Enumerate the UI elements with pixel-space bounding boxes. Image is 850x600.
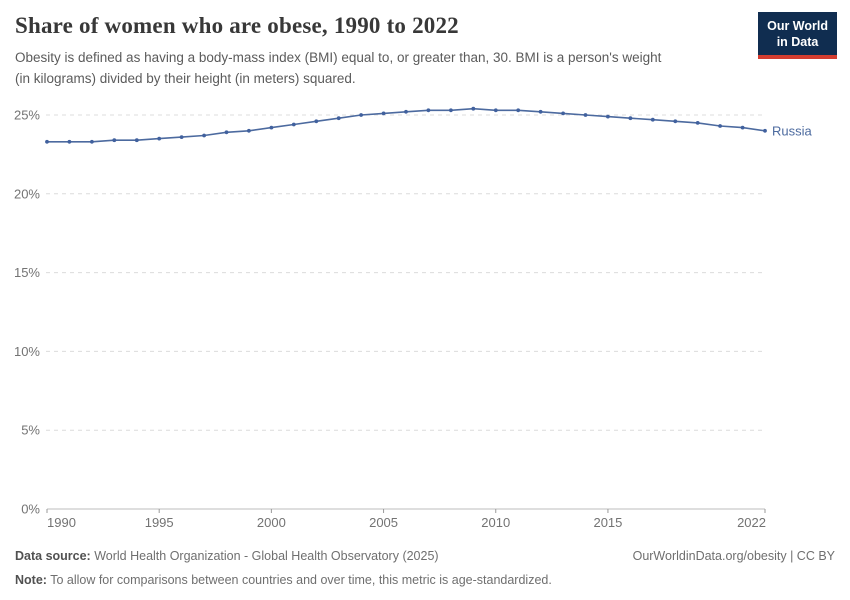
data-point	[247, 128, 251, 133]
owid-logo-line-1: Our World	[767, 19, 828, 33]
y-axis-label: 25%	[14, 108, 40, 123]
data-source-text: World Health Organization - Global Healt…	[90, 549, 439, 563]
note-label: Note:	[15, 572, 47, 587]
x-axis-label: 2000	[257, 515, 286, 530]
chart-header: Share of women who are obese, 1990 to 20…	[15, 10, 837, 90]
x-axis-label: 1990	[47, 515, 76, 530]
data-point	[134, 138, 139, 143]
data-point	[695, 121, 700, 125]
data-point	[606, 114, 610, 119]
data-point	[718, 124, 722, 128]
data-point	[157, 136, 162, 141]
data-point	[67, 139, 72, 144]
data-point	[336, 116, 341, 121]
y-axis-label: 5%	[21, 423, 40, 438]
data-source-label: Data source:	[15, 549, 91, 563]
y-axis-label: 0%	[21, 502, 40, 517]
data-point	[673, 119, 678, 124]
data-point	[291, 122, 296, 127]
owid-logo-line-2: in Data	[776, 34, 819, 49]
data-point	[740, 125, 745, 130]
data-point	[179, 135, 184, 140]
data-point	[628, 116, 633, 121]
rights-link[interactable]: OurWorldinData.org/obesity | CC BY	[632, 549, 835, 563]
data-point	[112, 138, 117, 143]
data-point	[381, 111, 386, 116]
subtitle-line-2: (in kilograms) divided by their height (…	[15, 70, 356, 86]
data-point	[202, 133, 207, 138]
x-axis-label: 1995	[145, 515, 174, 530]
chart-subtitle: Obesity is defined as having a body-mass…	[15, 48, 661, 90]
data-point	[493, 108, 498, 113]
note-text: To allow for comparisons between countri…	[46, 572, 552, 587]
data-point	[516, 108, 521, 113]
chart-footer: Data source: World Health Organization -…	[15, 548, 835, 589]
x-axis-label: 2015	[593, 515, 622, 530]
line-chart: 0% 5% 10% 15% 20% 25% 1990 1995 2000 2005 2010 2015…	[14, 106, 813, 530]
x-axis-label: 2010	[481, 515, 510, 530]
title-block: Share of women who are obese, 1990 to 20…	[15, 10, 661, 90]
x-axis-label: 2005	[369, 515, 398, 530]
y-axis-label: 15%	[14, 265, 40, 280]
data-point	[45, 139, 49, 144]
data-point	[314, 119, 319, 124]
data-point	[650, 117, 655, 122]
data-point	[269, 125, 274, 130]
data-point	[449, 108, 453, 113]
owid-logo[interactable]: Our World in Data	[758, 12, 837, 60]
page-title: Share of women who are obese, 1990 to 20…	[15, 13, 459, 38]
data-point	[224, 130, 229, 135]
data-source: Data source: World Health Organization -…	[15, 548, 439, 566]
data-point	[90, 139, 94, 144]
data-point	[426, 108, 431, 113]
series-label-russia: Russia	[772, 123, 813, 138]
note: Note: To allow for comparisons between c…	[15, 572, 835, 590]
subtitle-line-1: Obesity is defined as having a body-mass…	[15, 50, 662, 65]
data-point	[404, 109, 408, 114]
data-point	[538, 109, 543, 114]
data-point	[583, 113, 588, 117]
y-axis-label: 20%	[14, 186, 40, 201]
x-axis-label: 2022	[737, 515, 766, 530]
data-point	[561, 111, 565, 116]
y-axis-label: 10%	[14, 344, 40, 359]
data-point	[471, 106, 476, 111]
data-point	[763, 128, 767, 133]
data-point	[359, 113, 363, 117]
